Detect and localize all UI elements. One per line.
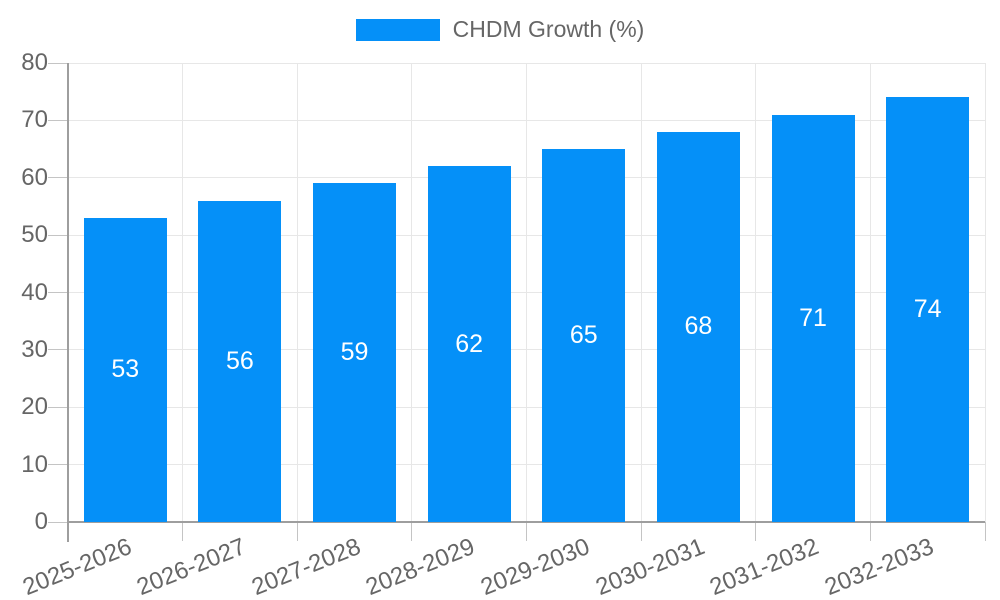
bar-value-label: 56 — [226, 346, 254, 375]
x-gridline — [296, 63, 298, 522]
x-tick-label: 2026-2027 — [133, 533, 250, 600]
x-gridline — [182, 63, 184, 522]
y-tick — [48, 521, 68, 523]
x-tick — [869, 522, 871, 541]
y-tick-label: 10 — [21, 450, 48, 478]
x-tick — [755, 522, 757, 541]
x-tick-label: 2027-2028 — [247, 533, 365, 600]
legend-item[interactable]: CHDM Growth (%) — [0, 16, 1000, 43]
y-tick — [48, 234, 68, 236]
y-tick — [48, 406, 68, 408]
x-gridline — [755, 63, 757, 522]
bar-2025-2026: 53 — [83, 217, 167, 522]
bar-value-label: 53 — [111, 355, 140, 384]
bar-2032-2033: 74 — [886, 97, 970, 522]
bar-value-label: 62 — [455, 329, 484, 358]
x-tick — [526, 522, 527, 541]
bar-value-label: 74 — [913, 295, 942, 324]
y-tick — [48, 119, 68, 121]
y-tick-label: 60 — [21, 163, 48, 191]
y-tick — [48, 177, 68, 179]
x-tick — [182, 522, 184, 541]
y-tick-label: 80 — [21, 49, 48, 76]
x-tick-label: 2025-2026 — [18, 533, 136, 600]
x-gridline — [411, 63, 413, 522]
y-axis-line — [67, 63, 69, 542]
y-tick — [48, 62, 68, 64]
x-axis-line — [67, 521, 985, 523]
x-tick — [411, 522, 413, 541]
bar-2031-2032: 71 — [771, 114, 855, 522]
y-tick-label: 0 — [34, 508, 48, 535]
x-tick-label: 2030-2031 — [591, 533, 709, 600]
x-tick-label: 2031-2032 — [706, 533, 823, 600]
bar-2030-2031: 68 — [656, 131, 740, 522]
legend-swatch-icon — [355, 18, 440, 41]
bar-value-label: 59 — [340, 338, 369, 367]
x-tick — [296, 522, 298, 541]
x-tick — [984, 522, 986, 541]
x-tick-label: 2032-2033 — [820, 533, 938, 600]
y-tick-label: 50 — [21, 221, 48, 249]
y-tick — [48, 464, 68, 466]
bar-value-label: 65 — [569, 321, 598, 350]
y-tick — [48, 292, 68, 293]
bar-2026-2027: 56 — [198, 200, 282, 522]
y-tick-label: 70 — [21, 106, 48, 134]
legend-label: CHDM Growth (%) — [452, 16, 645, 42]
bar-2027-2028: 59 — [313, 183, 397, 522]
y-tick-label: 40 — [21, 278, 48, 306]
y-tick — [48, 349, 68, 351]
y-tick-label: 30 — [21, 335, 48, 363]
bar-value-label: 71 — [799, 303, 827, 332]
x-tick — [640, 522, 642, 541]
x-gridline — [640, 63, 642, 522]
x-tick-label: 2028-2029 — [362, 533, 479, 600]
y-tick-label: 20 — [21, 393, 48, 421]
bar-2028-2029: 62 — [427, 166, 511, 522]
x-tick-label: 2029-2030 — [477, 533, 594, 600]
bar-value-label: 68 — [684, 312, 713, 341]
x-gridline — [984, 63, 986, 522]
bar-2029-2030: 65 — [542, 149, 626, 522]
x-gridline — [526, 63, 527, 522]
x-gridline — [869, 63, 871, 522]
